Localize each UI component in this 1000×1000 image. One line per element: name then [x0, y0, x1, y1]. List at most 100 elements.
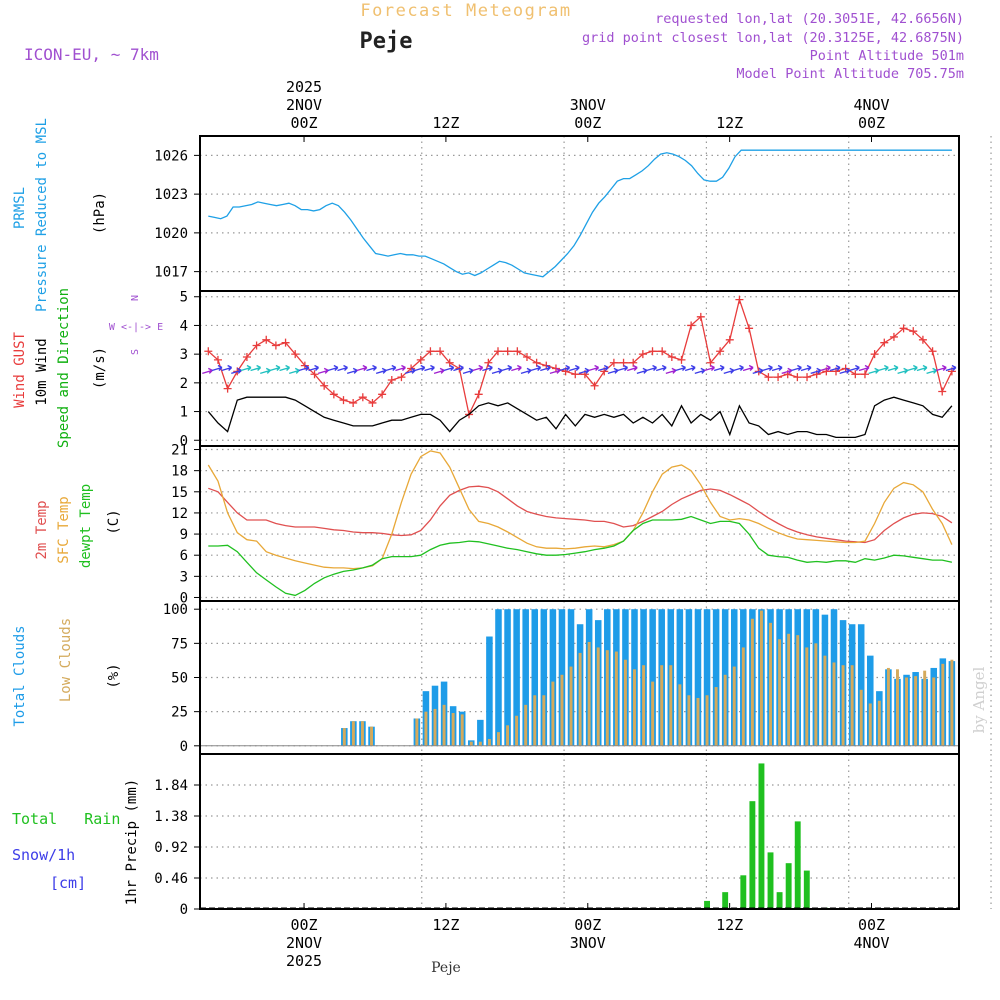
wind-gust-marker	[349, 398, 358, 407]
wind-arrow	[791, 364, 802, 372]
temperature-sfc-temp-line	[207, 450, 953, 570]
wind-gust-marker	[735, 295, 744, 304]
temperature-ytick-label: 9	[180, 527, 188, 543]
precipitation-ytick-label: 0.46	[154, 871, 188, 887]
top-year-label: 2025	[286, 78, 322, 96]
wind-gust-marker	[918, 335, 927, 344]
cloud-labels: Total Clouds Low Clouds (%)	[12, 618, 122, 727]
footer-location: Peje	[431, 960, 461, 976]
wind-gust-marker	[774, 373, 783, 382]
wind-gust-label: Wind GUST	[12, 332, 28, 408]
wind-arrow	[684, 364, 696, 372]
wind-gust-marker	[745, 324, 754, 333]
temperature-panel: 0 3 6 9 12 15 18 21	[171, 443, 992, 606]
precipitation-ytick-label: 1.84	[154, 778, 188, 794]
wind-gust-marker	[803, 373, 812, 382]
compass-north: N	[130, 295, 141, 301]
wind-gust-marker	[436, 347, 445, 356]
low-cloud-bar	[787, 633, 791, 746]
wind-arrow	[511, 364, 522, 372]
wind-gust-marker	[938, 387, 947, 396]
wind-arrow	[588, 364, 600, 372]
wind-arrow	[289, 367, 300, 375]
snow-unit-label: [cm]	[50, 874, 86, 892]
wind-gust-marker	[706, 358, 715, 367]
total-cloud-bar	[495, 609, 502, 746]
rain-bar	[758, 763, 765, 909]
wind-gust-marker	[213, 355, 222, 364]
wind-gust-marker	[522, 353, 531, 362]
wind-gust-marker	[696, 312, 705, 321]
wind-gust-marker	[716, 347, 725, 356]
low-cloud-bar	[578, 652, 582, 746]
wind-arrow	[742, 364, 754, 372]
wind-wind-gust-line	[207, 297, 953, 417]
low-cloud-bar	[923, 670, 927, 746]
wind-arrow	[820, 364, 831, 372]
low-cloud-bar	[614, 651, 618, 746]
wind-gust-marker	[677, 355, 686, 364]
precipitation-panel: 0 0.46 0.92 1.38 1.84	[154, 753, 992, 918]
precip-labels: Total Rain Snow/1h [cm] 1hr Precip (mm)	[12, 779, 140, 905]
low-cloud-bar	[805, 647, 809, 746]
top-tick-label: 00Z	[290, 114, 317, 132]
wind-arrow	[723, 367, 735, 375]
wind-gust-marker	[252, 341, 261, 350]
wind-gust-marker	[503, 347, 512, 356]
wind-arrow	[752, 367, 764, 375]
low-cloud-bar	[442, 704, 446, 746]
low-cloud-bar	[714, 687, 718, 746]
wind-arrow	[771, 364, 783, 372]
temperature-ytick-label: 0	[180, 590, 188, 606]
wind-gust-marker	[648, 347, 657, 356]
low-cloud-bar	[941, 663, 945, 746]
low-cloud-bar	[515, 715, 519, 746]
wind-arrow	[907, 364, 918, 372]
temp2m-label: 2m Temp	[34, 500, 50, 559]
point-altitude: Point Altitude 501m	[810, 48, 964, 64]
panels: 1017102010231026012345036912151821025507…	[154, 135, 992, 918]
wind-gust-marker	[687, 321, 696, 330]
precipitation-frame	[199, 753, 960, 910]
low-cloud-bar	[850, 665, 854, 746]
temp-unit: (C)	[106, 509, 122, 534]
bottom-tick-label: 12Z	[432, 916, 459, 934]
pressure-ytick-label: 1023	[154, 187, 188, 203]
low-cloud-bar	[841, 665, 845, 746]
wind-gust-marker	[416, 355, 425, 364]
low-cloud-bar	[687, 695, 691, 746]
wind-gust-marker	[609, 358, 618, 367]
pressure-msl-label: Pressure Reduced to MSL	[34, 118, 50, 312]
temperature-ytick-label: 18	[171, 464, 188, 480]
compass-south: S	[130, 349, 141, 355]
wind-arrow	[839, 367, 851, 375]
low-cloud-bar	[487, 738, 491, 746]
low-cloud-bar	[351, 721, 355, 746]
bottom-date-label: 4NOV	[853, 934, 889, 952]
wind-gust-marker	[281, 338, 290, 347]
low-cloud-bar	[587, 641, 591, 746]
low-cloud-bar	[551, 681, 555, 746]
wind-arrow	[694, 367, 706, 375]
low-cloud-bar	[769, 622, 772, 746]
top-date-label: 4NOV	[853, 96, 889, 114]
wind-arrow	[800, 364, 812, 372]
clouds-unit: (%)	[106, 663, 122, 688]
low-cloud-bar	[469, 741, 473, 746]
low-cloud-bar	[370, 726, 373, 746]
bottom-date-label: 2NOV	[286, 934, 322, 952]
total-cloud-bar	[549, 609, 557, 746]
rain-bar	[722, 892, 729, 909]
wind-gust-marker	[658, 347, 667, 356]
pressure-ytick-label: 1026	[154, 148, 188, 164]
bottom-tick-label: 00Z	[290, 916, 317, 934]
rain-bar	[704, 900, 710, 909]
low-cloud-bar	[669, 665, 673, 746]
wind-arrow	[675, 364, 686, 372]
wind-arrow	[414, 364, 426, 372]
wind-gust-marker	[667, 353, 676, 362]
wind-arrow	[202, 367, 213, 375]
wind-arrow	[897, 367, 909, 375]
wind-direction-arrows	[202, 364, 957, 375]
wind-arrow	[375, 367, 387, 375]
